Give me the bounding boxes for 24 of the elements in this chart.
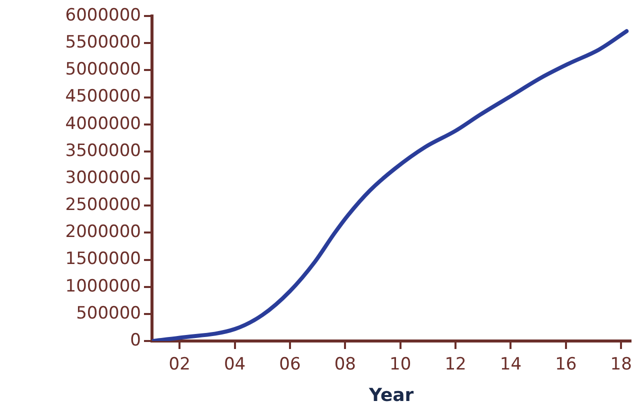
x-tick-label: 18 bbox=[610, 354, 632, 375]
y-tick-label: 2000000 bbox=[65, 222, 141, 242]
x-tick-label: 02 bbox=[168, 354, 190, 375]
y-tick-label: 3500000 bbox=[65, 140, 141, 161]
x-tick-label: 14 bbox=[500, 354, 522, 375]
x-tick-label: 04 bbox=[224, 354, 246, 375]
y-tick-label: 5000000 bbox=[65, 60, 141, 80]
y-tick-label: 1000000 bbox=[65, 276, 141, 296]
x-tick-label: 12 bbox=[444, 354, 466, 375]
y-tick-label: 3000000 bbox=[65, 168, 141, 188]
x-tick-label: 16 bbox=[555, 354, 577, 375]
y-tick-label: 4000000 bbox=[65, 114, 141, 134]
x-tick-label: 08 bbox=[334, 354, 356, 375]
x-tick-label: 10 bbox=[390, 354, 412, 375]
y-tick-label: 5500000 bbox=[65, 32, 141, 53]
y-tick-label: 4500000 bbox=[65, 86, 141, 107]
y-tick-label: 6000000 bbox=[65, 5, 141, 26]
y-tick-label: 500000 bbox=[76, 303, 141, 324]
x-axis-title: Year bbox=[368, 384, 414, 406]
y-tick-label: 1500000 bbox=[65, 249, 141, 270]
line-series bbox=[152, 29, 629, 341]
x-tick-label: 06 bbox=[279, 354, 301, 375]
y-tick-label: 0 bbox=[130, 330, 141, 350]
y-tick-label: 2500000 bbox=[65, 195, 141, 216]
